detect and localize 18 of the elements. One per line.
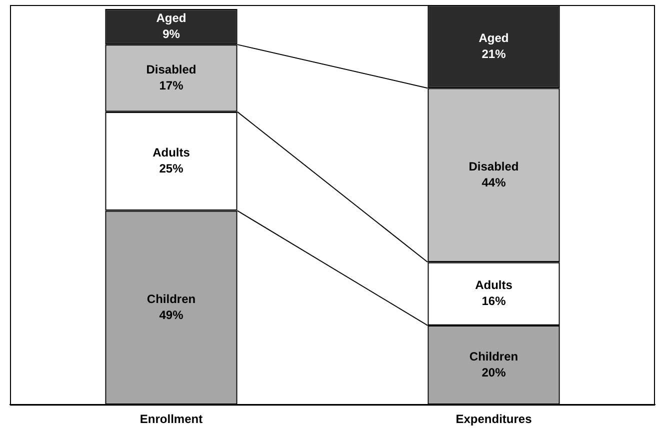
x-tick-label: Enrollment <box>140 412 203 426</box>
data-label: 25% <box>159 162 184 176</box>
data-label: 9% <box>162 27 180 42</box>
data-label: 44% <box>482 175 506 190</box>
series-label: Adults <box>475 278 513 292</box>
text: Aged <box>478 30 509 45</box>
x-tick-label: Expenditures <box>456 412 532 426</box>
data-label: 16% <box>482 294 506 308</box>
series-label: Children <box>469 349 518 364</box>
series-label: Aged <box>156 11 186 26</box>
series-label: Disabled <box>146 62 196 77</box>
data-label: 20% <box>482 365 506 380</box>
text: Disabled <box>468 159 519 174</box>
data-label: 21% <box>482 46 506 61</box>
text: Adults <box>152 146 190 160</box>
text: Children <box>146 292 196 306</box>
data-label: 49% <box>159 308 184 322</box>
data-label: 17% <box>159 78 184 93</box>
